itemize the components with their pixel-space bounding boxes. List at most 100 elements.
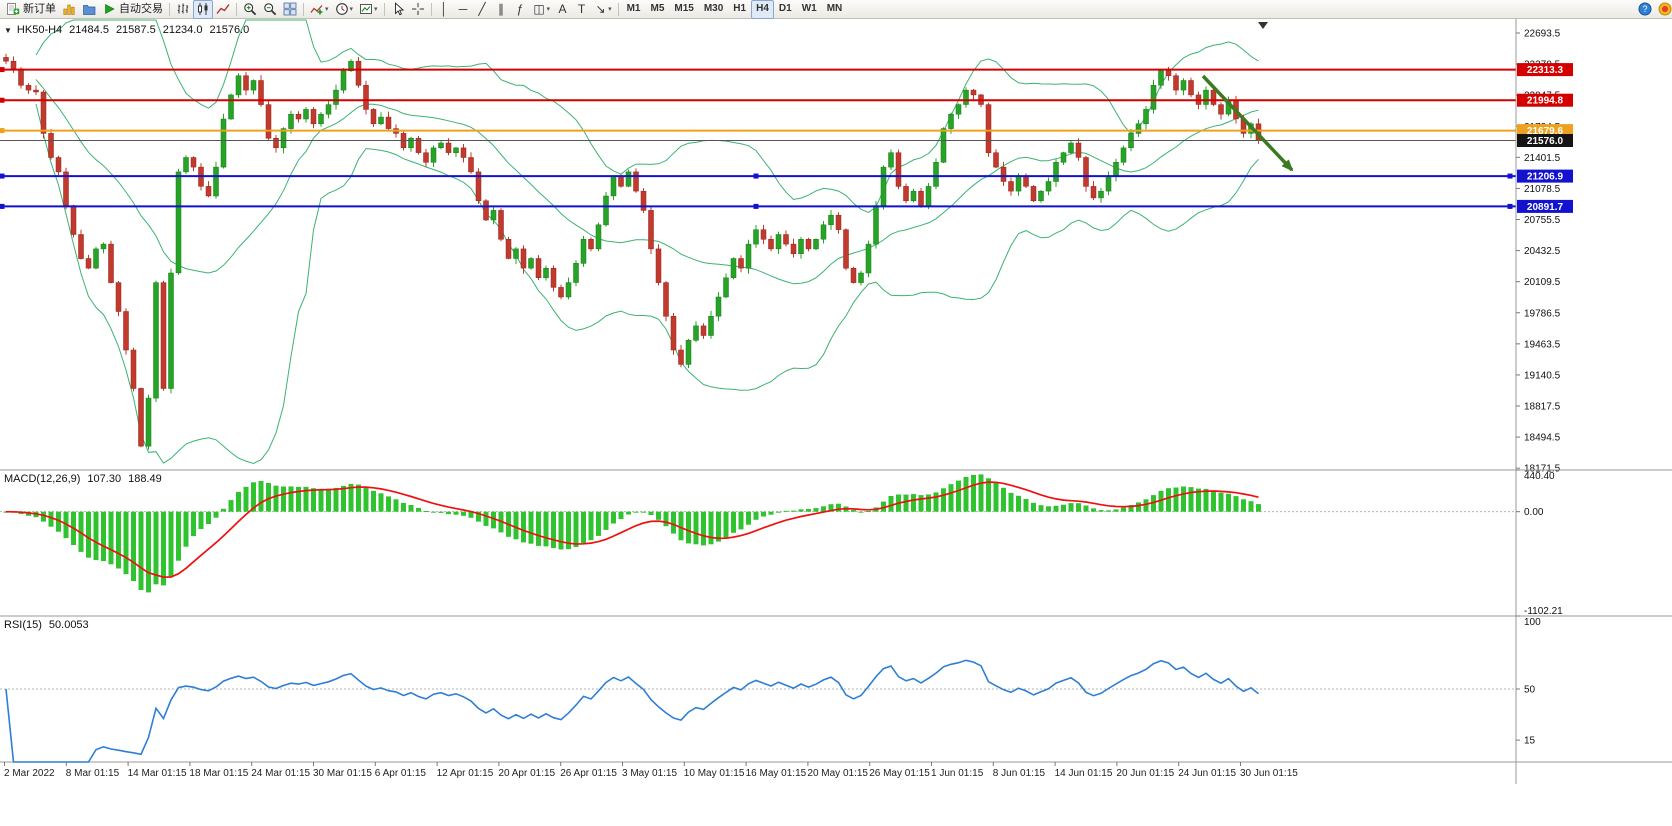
horizontal-line-button[interactable]: ─ [454,0,473,19]
new-order-button[interactable]: 新订单 [3,0,59,19]
play-icon [102,2,116,16]
chart-shift-marker-icon[interactable] [1258,22,1268,29]
candle-body [993,152,999,168]
help-icon: ? [1638,2,1652,16]
toolbar-separator [236,2,237,16]
line-handle[interactable] [0,97,5,103]
cursor-icon [391,2,405,16]
charts-button[interactable] [59,0,79,19]
arrows-button[interactable]: ↘ ▾ [591,0,615,19]
macd-histogram-bar [566,511,571,550]
time-axis-label: 20 May 01:15 [807,768,868,779]
timeframe-m15-button[interactable]: M15 [674,3,694,14]
candle-body [1158,70,1164,86]
text-label-icon: T [577,2,586,16]
autotrading-button[interactable]: 自动交易 [99,0,166,19]
line-handle[interactable] [753,173,759,179]
shapes-icon: ◫ [533,2,545,16]
timeframe-mn-button[interactable]: MN [826,3,843,14]
text-button[interactable]: A [553,0,572,19]
templates-button[interactable]: ▾ [356,0,381,19]
candle-body [1000,166,1007,182]
text-label-button[interactable]: T [572,0,591,19]
one-click-trading-collapse-icon[interactable]: ▼ [4,26,12,35]
line-handle[interactable] [1507,173,1513,179]
price-tag [1517,134,1573,147]
macd-histogram-bar [386,496,391,512]
profiles-button[interactable] [79,0,99,19]
zoom-in-button[interactable] [240,0,260,19]
macd-histogram-bar [1128,505,1134,512]
timeframe-m1-button[interactable]: M1 [626,3,641,14]
timeframe-h1-button[interactable]: H1 [733,3,747,14]
linechart-icon [216,2,230,16]
candle-body [850,267,857,283]
macd-histogram-bar [491,511,496,529]
help-button[interactable]: ? [1635,0,1655,19]
rsi-indicator-label: RSI(15) 50.0053 [4,619,96,631]
toolbar-separator [430,2,432,16]
macd-histogram-bar [813,508,819,512]
chart-window[interactable]: 22693.522370.522047.521724.521401.521078… [0,18,1672,826]
macd-histogram-bar [543,511,549,547]
cursor-button[interactable] [388,0,408,19]
macd-histogram-bar [93,511,99,561]
community-button[interactable] [1655,0,1672,19]
candle-body [760,229,767,240]
line-handle[interactable] [0,173,5,179]
macd-histogram-bar [558,511,564,550]
line-handle[interactable] [0,203,5,209]
macd-histogram-bar [783,510,789,512]
price-chart-canvas[interactable]: 22693.522370.522047.521724.521401.521078… [0,18,1672,826]
candle-body [25,85,32,91]
candle-body [40,91,47,134]
candle-body [348,60,354,72]
vertical-line-button[interactable]: │ [435,0,454,19]
periods-button[interactable]: ▾ [332,0,357,19]
candle-body [1113,162,1119,177]
zoomout-icon [263,2,277,16]
line-handle[interactable] [0,67,5,73]
price-scale-label: 20109.5 [1524,277,1561,288]
macd-histogram-bar [146,511,151,593]
line-handle[interactable] [1507,203,1513,209]
close-value: 21576.0 [209,24,250,36]
fibonacci-button[interactable]: ƒ [511,0,530,19]
candle-body [370,109,377,125]
macd-histogram-bar [453,511,459,515]
line-handle[interactable] [753,203,759,209]
zoom-out-button[interactable] [260,0,280,19]
candle-body [378,116,384,125]
timeframe-m30-button[interactable]: M30 [703,3,724,14]
tile-windows-button[interactable] [280,0,300,19]
indicators-button[interactable]: ▾ [307,0,332,19]
macd-histogram-bar [431,511,436,513]
timeframe-m5-button[interactable]: M5 [650,3,665,14]
timeframe-h4-button[interactable]: H4 [751,0,774,19]
candle-body [220,118,227,168]
macd-histogram-bar [1061,504,1066,512]
timeframe-d1-button[interactable]: D1 [778,3,792,14]
crosshair-button[interactable] [408,0,428,19]
chart-background [0,18,1672,826]
candle-body [1173,75,1179,91]
macd-histogram-bar [48,511,54,527]
candle-body [678,349,684,365]
timeframe-w1-button[interactable]: W1 [801,3,817,14]
macd-histogram-bar [1046,506,1051,512]
trendline-button[interactable]: ╱ [473,0,492,19]
candle-body [93,248,99,269]
price-tag-label: 21576.0 [1527,136,1564,147]
candlestick-chart-button[interactable] [193,0,213,19]
bar-chart-button[interactable] [173,0,193,19]
line-handle[interactable] [0,128,5,134]
shapes-button[interactable]: ◫ ▾ [530,0,554,19]
toolbar-separator [169,2,170,16]
trend-arrow-annotation[interactable] [1201,74,1294,172]
candle-body [190,157,197,168]
channel-button[interactable]: ∥ [492,0,511,19]
candle-body [1045,181,1052,192]
line-chart-button[interactable] [213,0,233,19]
charts-icon [62,2,76,16]
price-tag [1517,124,1573,138]
